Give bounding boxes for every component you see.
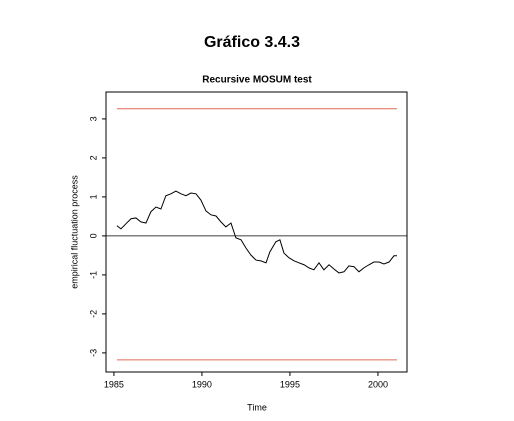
y-tick-label: 2 [88,155,98,160]
x-tick-label: 1985 [104,379,124,389]
data-line [116,190,397,274]
y-tick-label: 3 [88,116,98,121]
plot-frame [105,91,408,373]
y-tick-label: 1 [88,194,98,199]
y-axis-title: empirical fluctuation process [69,175,79,289]
x-tick-label: 1990 [192,379,212,389]
x-axis-title: Time [247,402,267,412]
y-tick-label: -2 [88,310,98,318]
y-tick-label: -1 [88,271,98,279]
y-tick-label: -3 [88,349,98,357]
x-tick-label: 2000 [368,379,388,389]
chart-title: Recursive MOSUM test [202,75,312,86]
page-title: Gráfico 3.4.3 [204,34,300,51]
y-tick-label: 0 [88,233,98,238]
x-tick-label: 1995 [280,379,300,389]
